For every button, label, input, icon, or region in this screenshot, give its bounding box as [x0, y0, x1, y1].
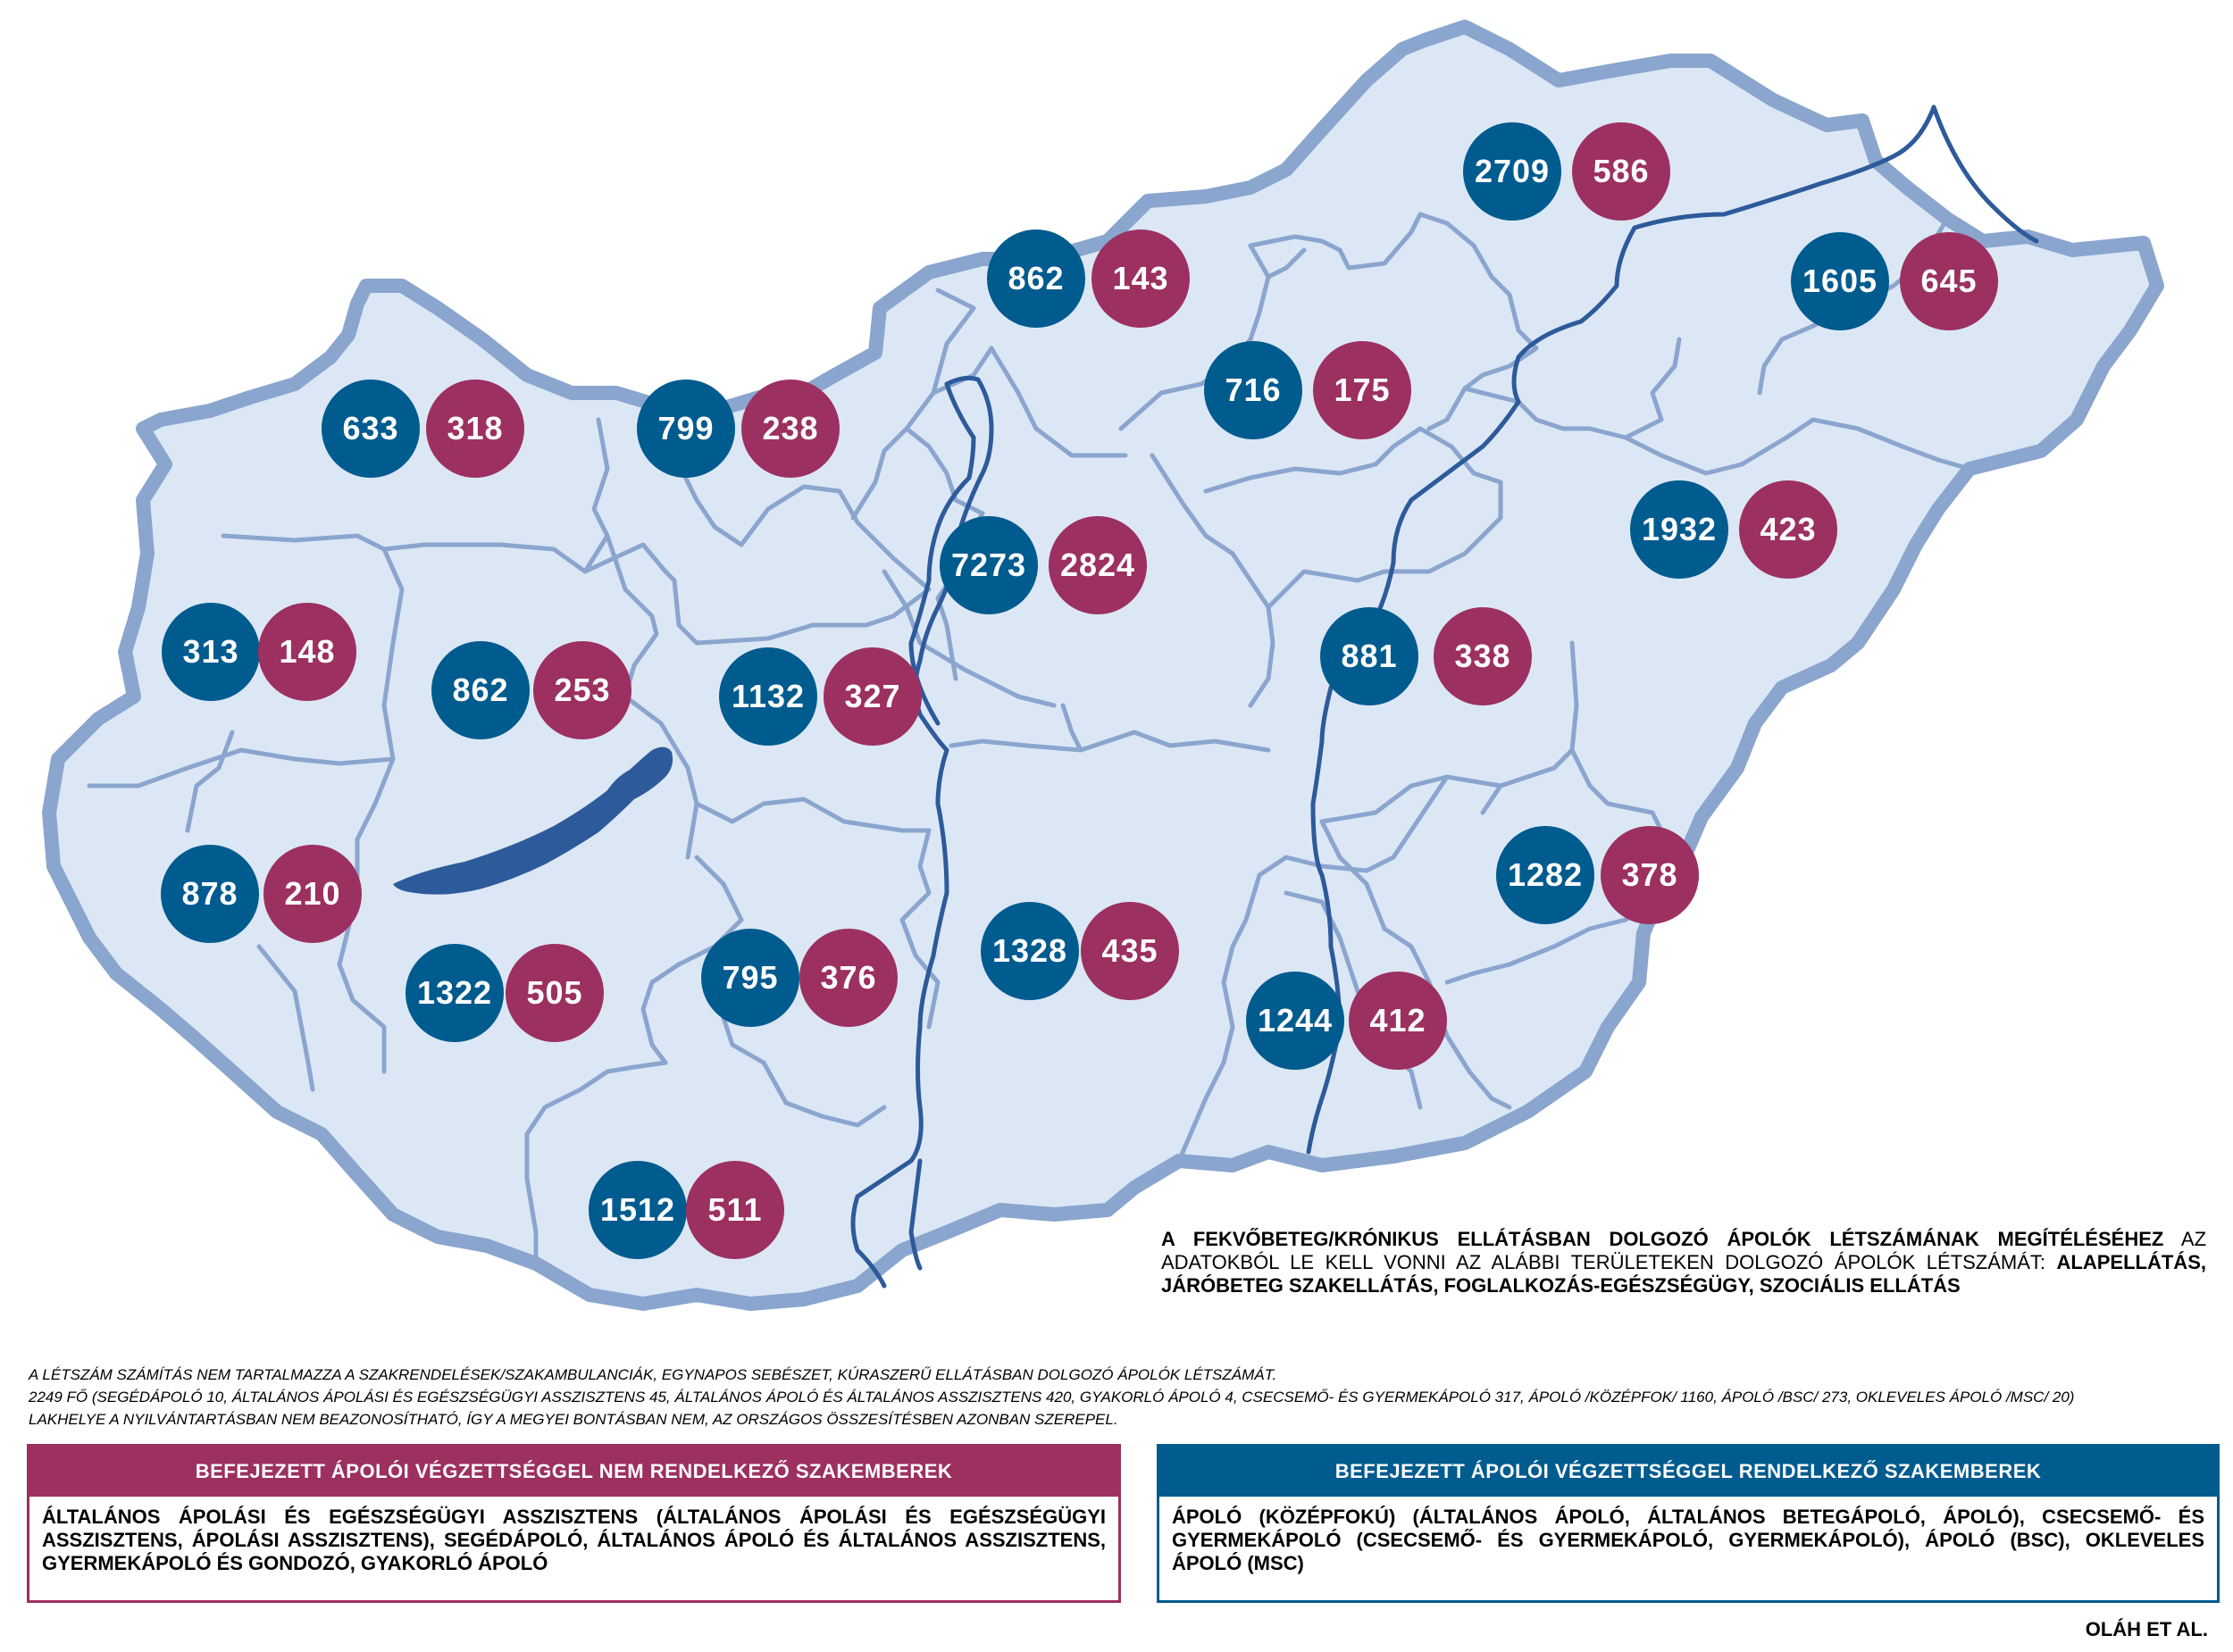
county-qualified-count: 795 — [701, 929, 799, 1027]
county-qualified-count: 878 — [161, 845, 259, 943]
county-not-qualified-count: 2824 — [1049, 516, 1147, 614]
legend-qualified-title: BEFEJEZETT ÁPOLÓI VÉGZETTSÉGGEL RENDELKE… — [1159, 1447, 2217, 1497]
county-not-qualified-count: 586 — [1572, 122, 1670, 221]
county-qualified-count: 7273 — [940, 516, 1038, 614]
county-qualified-count: 1322 — [406, 944, 504, 1042]
fine-print: A LÉTSZÁM SZÁMÍTÁS NEM TARTALMAZZA A SZA… — [29, 1364, 2226, 1431]
legend-qualified-body: ÁPOLÓ (KÖZÉPFOKÚ) (ÁLTALÁNOS ÁPOLÓ, ÁLTA… — [1172, 1506, 2204, 1574]
county-not-qualified-count: 378 — [1601, 826, 1699, 924]
note-part2: AZ ADATOKBÓL LE KELL VONNI AZ ALÁBBI TER… — [1161, 1228, 2207, 1273]
county-qualified-count: 1132 — [719, 647, 817, 746]
county-not-qualified-count: 148 — [258, 603, 356, 701]
county-not-qualified-count: 338 — [1434, 607, 1532, 705]
author-credit: OLÁH ET AL. — [2085, 1618, 2208, 1640]
county-qualified-count: 881 — [1320, 607, 1418, 705]
county-not-qualified-count: 412 — [1349, 972, 1447, 1070]
county-not-qualified-count: 210 — [263, 845, 362, 943]
county-not-qualified-count: 645 — [1900, 232, 1998, 330]
deduction-note: A FEKVŐBETEG/KRÓNIKUS ELLÁTÁSBAN DOLGOZÓ… — [1161, 1228, 2206, 1297]
fine-print-line: 2249 FŐ (SEGÉDÁPOLÓ 10, ÁLTALÁNOS ÁPOLÁS… — [29, 1389, 2075, 1406]
fine-print-line: LAKHELYE A NYILVÁNTARTÁSBAN NEM BEAZONOS… — [29, 1411, 1118, 1428]
county-not-qualified-count: 505 — [506, 944, 604, 1042]
legend-qualified: BEFEJEZETT ÁPOLÓI VÉGZETTSÉGGEL RENDELKE… — [1157, 1444, 2220, 1603]
county-qualified-count: 313 — [162, 603, 260, 701]
county-not-qualified-count: 175 — [1313, 341, 1411, 439]
legend-not-qualified-title: BEFEJEZETT ÁPOLÓI VÉGZETTSÉGGEL NEM REND… — [29, 1447, 1118, 1497]
county-qualified-count: 1282 — [1496, 826, 1594, 924]
county-not-qualified-count: 238 — [741, 380, 840, 478]
county-not-qualified-count: 327 — [824, 647, 922, 746]
legend-not-qualified-body: ÁLTALÁNOS ÁPOLÁSI ÉS EGÉSZSÉGÜGYI ASSZIS… — [42, 1506, 1106, 1574]
note-part1: A FEKVŐBETEG/KRÓNIKUS ELLÁTÁSBAN DOLGOZÓ… — [1161, 1228, 2164, 1250]
county-not-qualified-count: 511 — [686, 1161, 784, 1259]
county-qualified-count: 862 — [987, 229, 1085, 328]
county-qualified-count: 1605 — [1791, 232, 1889, 330]
county-qualified-count: 1328 — [981, 902, 1079, 1000]
county-not-qualified-count: 253 — [533, 641, 631, 739]
county-qualified-count: 862 — [431, 641, 530, 739]
county-qualified-count: 716 — [1204, 341, 1302, 439]
county-not-qualified-count: 143 — [1091, 229, 1190, 328]
county-qualified-count: 2709 — [1463, 122, 1561, 221]
county-qualified-count: 1244 — [1246, 972, 1344, 1070]
note-part3: ALAPELLÁTÁS, JÁRÓBETEG SZAKELLÁTÁS, FOGL… — [1161, 1251, 2206, 1297]
county-qualified-count: 799 — [637, 380, 735, 478]
county-not-qualified-count: 423 — [1739, 480, 1837, 579]
county-qualified-count: 633 — [322, 380, 420, 478]
county-qualified-count: 1932 — [1630, 480, 1728, 579]
county-not-qualified-count: 435 — [1081, 902, 1179, 1000]
legend-not-qualified: BEFEJEZETT ÁPOLÓI VÉGZETTSÉGGEL NEM REND… — [27, 1444, 1121, 1603]
country-outline — [42, 20, 2164, 1311]
county-qualified-count: 1512 — [589, 1161, 687, 1259]
county-not-qualified-count: 318 — [426, 380, 524, 478]
county-borders — [87, 212, 1972, 1266]
fine-print-line: A LÉTSZÁM SZÁMÍTÁS NEM TARTALMAZZA A SZA… — [29, 1366, 1277, 1383]
county-not-qualified-count: 376 — [799, 929, 898, 1027]
lake-balaton — [393, 747, 673, 895]
